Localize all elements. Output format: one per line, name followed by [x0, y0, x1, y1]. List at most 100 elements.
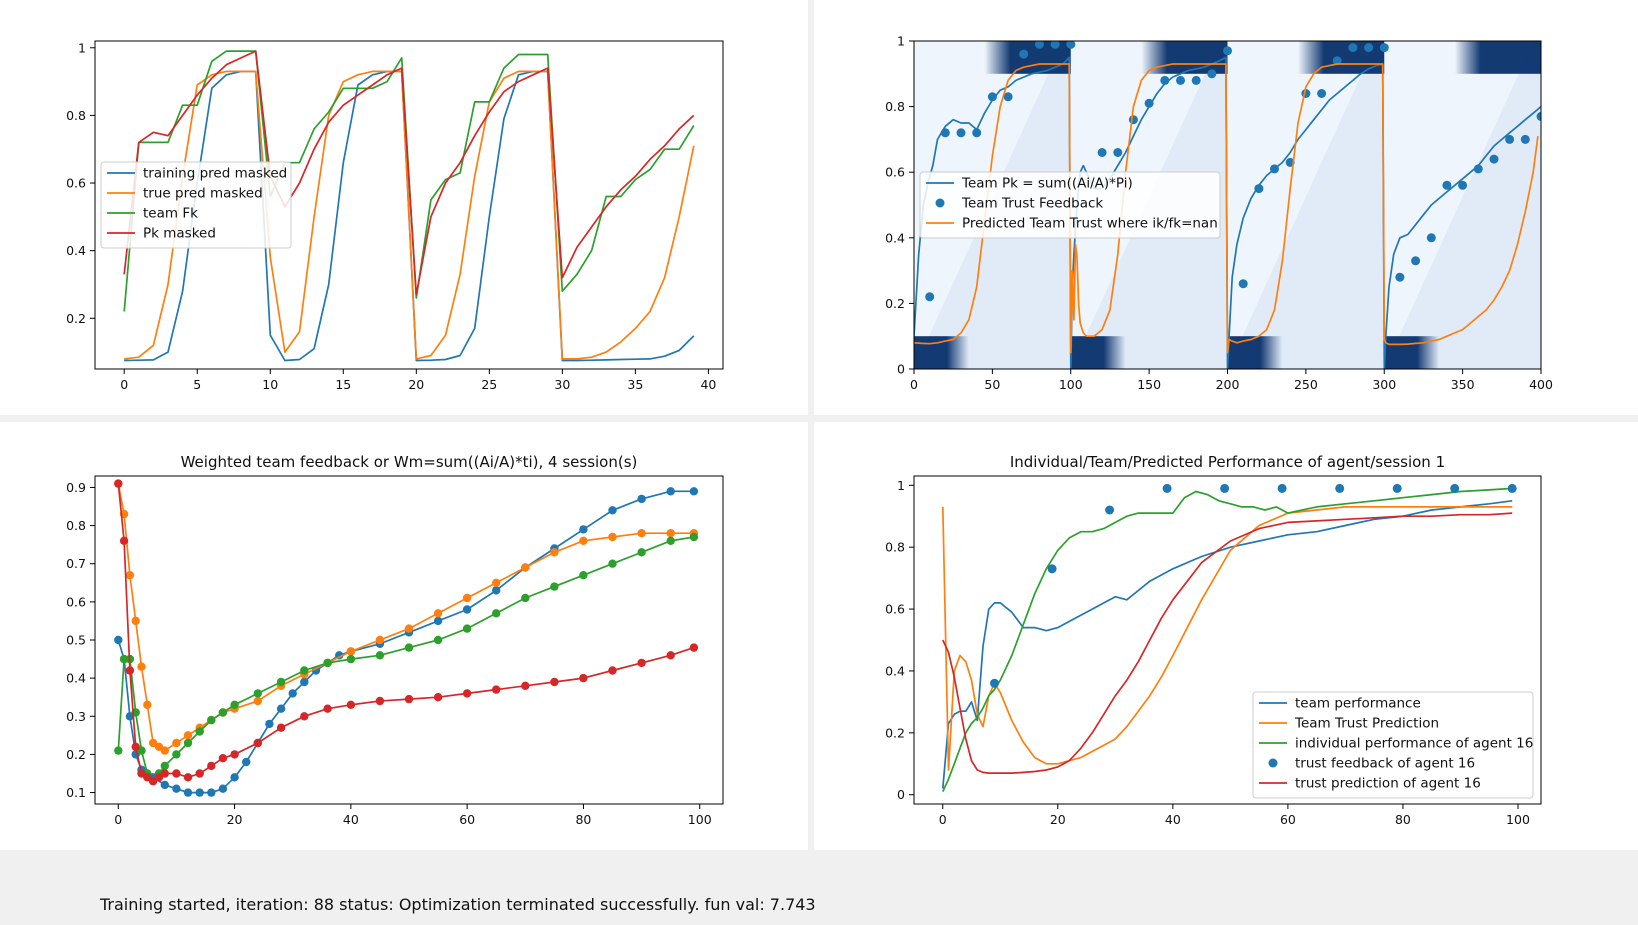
series-point-1 [253, 696, 262, 706]
legend: Team Pk = sum((Ai/A)*Pi) Team Trust Feedb… [919, 171, 1221, 239]
series-point-3 [276, 723, 286, 732]
y-tick-label: 1 [897, 478, 905, 493]
series-point-1 [1395, 272, 1405, 282]
x-tick-label: 20 [227, 812, 243, 827]
series-point-3 [160, 769, 169, 778]
series-point-1 [143, 700, 152, 709]
series-point-2 [253, 689, 262, 698]
series-point-1 [137, 662, 146, 671]
series-point-1 [1128, 115, 1138, 125]
series-point-2 [521, 593, 530, 603]
series-point-1 [375, 635, 385, 645]
y-tick-label: 0.8 [885, 540, 905, 555]
series-point-3 [579, 673, 588, 683]
series-point-1 [1254, 184, 1264, 194]
panel-top-right: 0 50 100 150 200 250 300 350 400 0 0.2 0.4 0.6 0.8 1 Te… [814, 0, 1638, 415]
y-tick-label: 0.4 [66, 671, 86, 686]
series-point-0 [276, 704, 286, 713]
series-point-2 [346, 654, 356, 664]
series-point-3 [550, 677, 559, 687]
legend-label: trust feedback of agent 16 [1295, 756, 1475, 772]
y-tick-label: 0.8 [66, 518, 86, 533]
series-point-3 [183, 773, 193, 782]
series-point-1 [404, 624, 414, 633]
series-point-0 [114, 635, 123, 645]
x-tick-label: 40 [700, 377, 716, 392]
chart-top-right: 0 50 100 150 200 250 300 350 400 0 0.2 0.4 0.6 0.8 1 Te… [885, 34, 1553, 393]
series-point-3 [1450, 483, 1460, 493]
y-tick-label: 0 [897, 362, 905, 377]
heatmap-upper-band [1454, 41, 1541, 74]
series-point-3 [323, 704, 332, 713]
series-point-2 [300, 666, 309, 675]
series-point-1 [940, 128, 950, 138]
legend-label: team Fk [143, 206, 198, 222]
series-point-1 [1034, 41, 1044, 49]
series-point-2 [433, 635, 443, 645]
series-point-3 [1277, 483, 1287, 493]
series-point-3 [375, 696, 385, 706]
series-point-3 [230, 750, 239, 759]
x-tick-label: 0 [939, 812, 947, 827]
y-tick-label: 0.2 [885, 296, 905, 311]
series-point-3 [195, 769, 204, 778]
axes-frame [94, 475, 724, 805]
series-point-1 [1066, 41, 1076, 49]
series-point-2 [276, 677, 286, 687]
y-tick-label: 0.8 [66, 108, 86, 123]
series-point-1 [1097, 148, 1107, 157]
series-point-0 [160, 780, 169, 790]
series-point-3 [1162, 483, 1172, 493]
legend-box [919, 171, 1221, 239]
y-tick-label: 0.2 [66, 311, 86, 326]
series-point-0 [195, 788, 204, 797]
series-point-1 [1332, 56, 1342, 66]
series-point-0 [300, 677, 309, 687]
y-tick-label: 1 [897, 34, 905, 49]
series-point-2 [218, 708, 228, 717]
series-point-1 [462, 593, 472, 603]
legend-marker [935, 198, 945, 208]
series-point-3 [114, 479, 123, 488]
series-point-3 [346, 700, 356, 709]
series-point-0 [230, 773, 239, 782]
x-tick-label: 80 [575, 812, 591, 827]
series-point-2 [689, 532, 699, 542]
series-point-1 [550, 548, 559, 557]
x-tick-label: 80 [1395, 812, 1411, 827]
legend-label: Team Trust Feedback [961, 196, 1103, 212]
heatmap-lower-band [1070, 336, 1126, 369]
series-point-3 [1507, 483, 1517, 493]
series-point-3 [666, 651, 675, 660]
series-point-1 [1505, 134, 1515, 144]
x-tick-label: 250 [1294, 377, 1318, 392]
y-tick-label: 0.2 [66, 747, 86, 762]
series-point-1 [1160, 75, 1170, 85]
series-point-3 [637, 658, 646, 668]
series-point-1 [1050, 41, 1060, 49]
chart-bottom-left: Weighted team feedback or Wm=sum((Ai/A)*… [66, 453, 724, 827]
chart-title: Weighted team feedback or Wm=sum((Ai/A)*… [181, 453, 638, 471]
series-point-1 [125, 571, 135, 580]
series-point-3 [492, 685, 501, 694]
x-tick-label: 350 [1451, 377, 1475, 392]
x-tick-label: 100 [1059, 377, 1083, 392]
series-point-3 [218, 754, 228, 763]
x-tick-label: 400 [1529, 377, 1553, 392]
y-tick-label: 0.8 [885, 99, 905, 114]
series-point-1 [1536, 111, 1541, 121]
series-point-2 [637, 548, 646, 557]
series-point-1 [925, 292, 935, 302]
series-point-1 [1411, 256, 1421, 266]
x-tick-label: 15 [335, 377, 351, 392]
series-point-0 [242, 757, 251, 767]
legend-label: trust prediction of agent 16 [1295, 776, 1481, 792]
x-tick-label: 0 [910, 377, 918, 392]
x-tick-label: 20 [408, 377, 424, 392]
legend-label: Team Pk = sum((Ai/A)*Pi) [961, 176, 1133, 192]
y-tick-label: 0.5 [66, 633, 86, 648]
series-point-3 [1047, 564, 1057, 574]
series-point-1 [637, 529, 646, 538]
plot-area [123, 50, 695, 362]
y-tick-label: 0.3 [66, 709, 86, 724]
